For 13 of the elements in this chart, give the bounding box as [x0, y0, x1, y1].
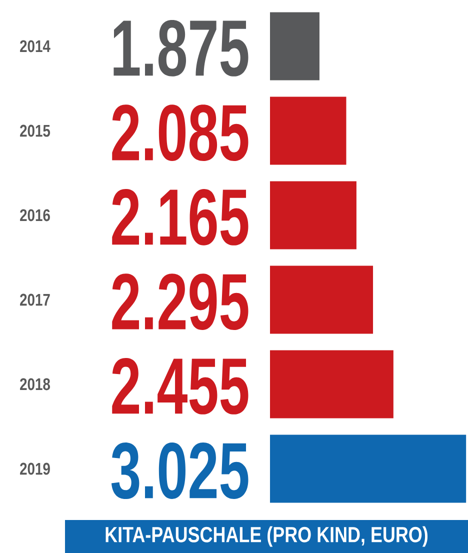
- text: KITA-PAUSCHALE (PRO KIND, EURO): [106, 526, 428, 547]
- data-label: 2.295: [112, 274, 248, 330]
- data-label: 2.165: [112, 188, 248, 246]
- data-label: 2.085: [112, 104, 248, 162]
- data-label: 2.455: [112, 358, 248, 414]
- y-tick-label: 2014: [20, 40, 50, 52]
- y-tick-label: 2017: [20, 294, 50, 306]
- y-tick-label: 2018: [20, 378, 50, 390]
- data-label: 1.875: [114, 20, 248, 76]
- y-tick-label: 2015: [20, 124, 50, 137]
- y-tick-label: 2016: [20, 209, 50, 222]
- y-tick-label: 2019: [20, 462, 50, 475]
- data-label: 3.025: [111, 442, 248, 500]
